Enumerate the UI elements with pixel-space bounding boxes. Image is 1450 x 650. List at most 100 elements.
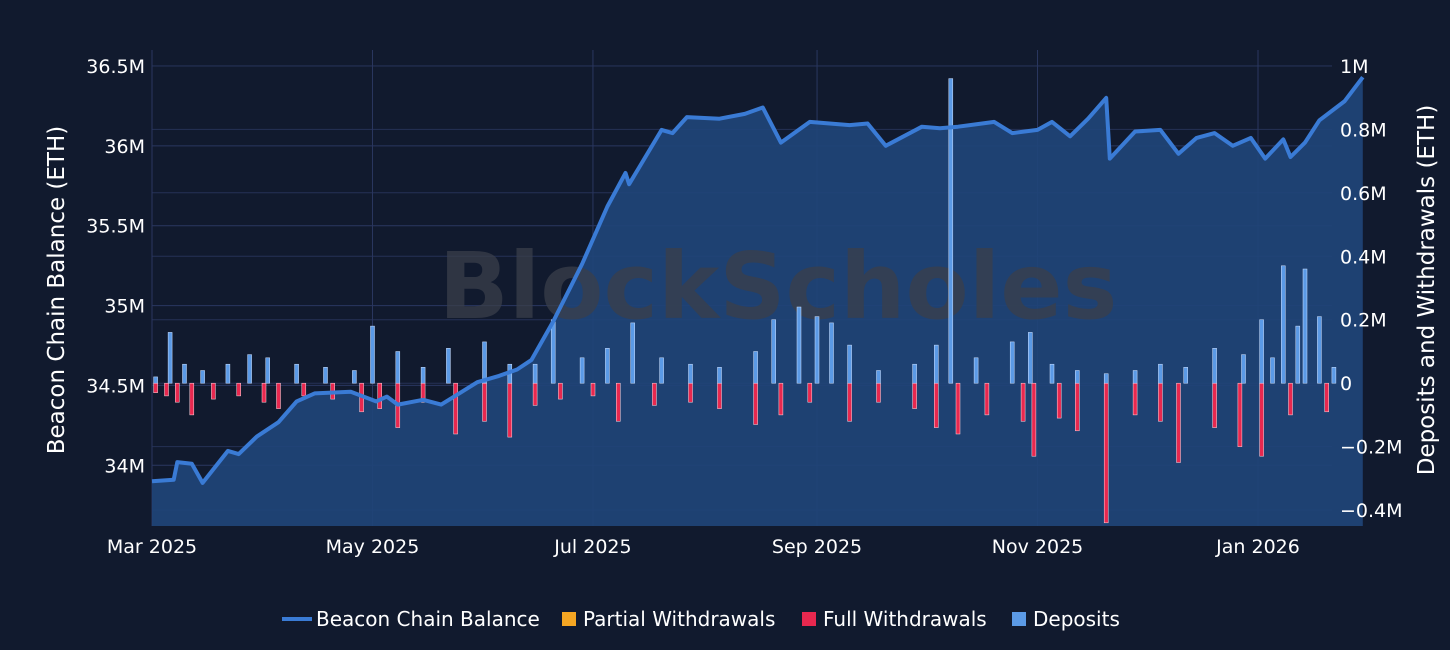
deposit-bar <box>247 354 252 384</box>
full-withdrawal-bar <box>717 382 722 409</box>
legend-square-marker <box>802 612 816 626</box>
deposit-bar <box>1212 348 1217 384</box>
deposit-bar <box>294 363 299 384</box>
deposit-bar <box>1281 265 1286 384</box>
deposit-bar <box>1132 370 1138 384</box>
y-right-tick-label: 0.8M <box>1340 119 1387 141</box>
deposit-bar <box>1049 363 1055 384</box>
balance-line-path <box>151 75 1365 485</box>
balance-line <box>151 75 1365 485</box>
deposit-bar <box>370 325 375 384</box>
x-tick-label: Jul 2025 <box>553 536 631 558</box>
deposit-bar <box>796 306 802 384</box>
y-right-tick-label: 1M <box>1340 56 1368 78</box>
y-right-tick-label: 0.2M <box>1340 310 1387 332</box>
deposit-bar <box>1028 332 1033 384</box>
full-withdrawal-bar <box>590 382 596 397</box>
watermark: BlockScholes <box>439 233 1118 340</box>
legend-label: Beacon Chain Balance <box>316 607 540 631</box>
deposit-bar <box>829 322 834 384</box>
deposit-bar <box>446 348 451 384</box>
deposit-bar <box>265 357 270 384</box>
legend-square-marker <box>1012 612 1026 626</box>
full-withdrawal-bar <box>153 382 158 393</box>
deposit-bar <box>550 319 556 384</box>
deposit-bar <box>1241 354 1246 384</box>
deposit-bar <box>579 357 585 384</box>
deposit-bar <box>847 344 852 384</box>
full-withdrawal-bar <box>1103 382 1109 524</box>
full-withdrawal-bar <box>934 382 939 428</box>
deposit-bar <box>912 363 917 384</box>
legend: Beacon Chain Balance Partial Withdrawals F… <box>282 607 1120 631</box>
y-right-tick-label: −0.4M <box>1340 500 1403 522</box>
full-withdrawal-bar <box>276 382 281 409</box>
y-left-tick-label: 34.5M <box>86 375 145 397</box>
y-right-tick-label: 0 <box>1340 373 1352 395</box>
x-tick-label: Jan 2026 <box>1215 536 1300 558</box>
full-withdrawal-bar <box>1020 382 1026 422</box>
deposit-bar <box>1183 367 1188 384</box>
deposit-bar <box>934 344 939 384</box>
deposit-bar <box>948 78 954 384</box>
deposit-bar <box>630 322 635 384</box>
deposit-bar <box>1103 373 1109 384</box>
y-left-axis-title: Beacon Chain Balance (ETH) <box>44 126 70 455</box>
full-withdrawal-bar <box>688 382 693 403</box>
full-withdrawal-bar <box>189 382 195 416</box>
y-right-tick-label: 0.4M <box>1340 246 1387 268</box>
deposit-bar <box>688 363 693 384</box>
legend-square-marker <box>562 612 576 626</box>
deposit-bar <box>1295 325 1301 384</box>
x-tick-label: Mar 2025 <box>107 536 197 558</box>
deposit-bar <box>420 367 426 384</box>
deposit-bar <box>659 357 664 384</box>
deposit-bar <box>1317 316 1322 384</box>
full-withdrawal-bar <box>211 382 216 400</box>
deposit-bar <box>973 357 979 384</box>
legend-label: Partial Withdrawals <box>583 607 775 631</box>
y-right-axis-title: Deposits and Withdrawals (ETH) <box>1414 105 1440 476</box>
full-withdrawal-bar <box>876 382 881 403</box>
y-left-tick-label: 35.5M <box>86 216 145 238</box>
y-right-tick-label: −0.2M <box>1340 437 1403 459</box>
full-withdrawal-bar <box>778 382 784 416</box>
y-left-tick-label: 36.5M <box>86 56 145 78</box>
full-withdrawal-bar <box>175 382 180 403</box>
y-left-tick-label: 34M <box>104 455 145 477</box>
legend-label: Full Withdrawals <box>823 607 987 631</box>
full-withdrawal-bar <box>807 382 813 403</box>
deposit-bar <box>182 363 187 384</box>
full-withdrawal-bar <box>1075 382 1080 432</box>
full-withdrawal-bar <box>482 382 487 422</box>
full-withdrawal-bar <box>652 382 657 406</box>
deposit-bar <box>352 370 357 384</box>
legend-label: Deposits <box>1033 607 1120 631</box>
deposit-bar <box>1075 370 1080 384</box>
full-withdrawal-bar <box>753 382 758 425</box>
x-axis-ticks: Mar 2025 May 2025 Jul 2025 Sep 2025 Nov 2025… <box>107 536 1300 558</box>
full-withdrawal-bar <box>1056 382 1062 419</box>
deposit-bar <box>753 351 758 384</box>
full-withdrawal-bar <box>1158 382 1163 422</box>
full-withdrawal-bar <box>236 382 241 397</box>
y-right-tick-label: 0.6M <box>1340 183 1387 205</box>
deposit-bar <box>605 348 610 384</box>
full-withdrawal-bar <box>1212 382 1217 428</box>
full-withdrawal-bar <box>955 382 961 435</box>
full-withdrawal-bar <box>847 382 852 422</box>
full-withdrawal-bar <box>1132 382 1138 416</box>
y-left-axis-ticks: 34M 34.5M 35M 35.5M 36M 36.5M <box>86 56 145 477</box>
x-tick-label: May 2025 <box>326 536 420 558</box>
deposit-bar <box>1009 341 1015 384</box>
full-withdrawal-bar <box>1259 382 1264 457</box>
full-withdrawal-bar <box>1176 382 1181 463</box>
deposit-bar <box>1259 319 1264 384</box>
deposit-bar <box>167 332 173 384</box>
deposit-bar <box>876 370 881 384</box>
y-right-axis-ticks: −0.4M −0.2M 0 0.2M 0.4M 0.6M 0.8M 1M <box>1340 56 1403 522</box>
full-withdrawal-bar <box>164 382 169 397</box>
full-withdrawal-bar <box>1031 382 1037 457</box>
deposit-bar <box>225 363 231 384</box>
deposit-bar <box>1270 357 1275 384</box>
